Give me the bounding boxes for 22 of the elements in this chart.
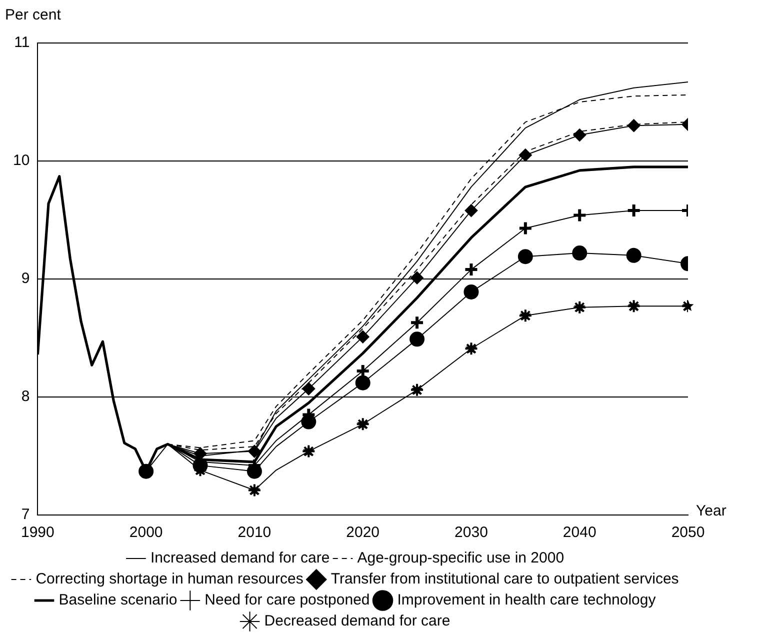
y-axis-title: Per cent — [5, 6, 62, 24]
legend-label: Improvement in health care technology — [397, 592, 656, 609]
x-tick-label: 2010 — [238, 524, 272, 542]
x-tick-label: 2020 — [346, 524, 380, 542]
legend-label: Correcting shortage in human resources — [36, 570, 304, 588]
legend-label: Age-group-specific use in 2000 — [357, 550, 564, 567]
legend-label: Transfer from institutional care to outpatient services — [330, 570, 679, 588]
y-tick-label: 11 — [14, 34, 30, 52]
x-axis-title: Year — [696, 502, 726, 520]
x-tick-label: 1990 — [20, 524, 54, 542]
y-tick-label: 9 — [21, 270, 30, 288]
legend-label: Need for care postponed — [204, 592, 370, 609]
legend-label: Increased demand for care — [150, 550, 330, 567]
x-tick-label: 2000 — [129, 524, 163, 542]
y-tick-label: 7 — [21, 506, 30, 524]
x-tick-label: 2040 — [562, 524, 596, 542]
legend-label: Baseline scenario — [58, 592, 178, 609]
y-tick-label: 10 — [12, 152, 30, 170]
x-tick-label: 2050 — [671, 524, 705, 542]
y-tick-label: 8 — [21, 388, 30, 406]
x-tick-label: 2030 — [454, 524, 488, 542]
legend-label: Decreased demand for care — [264, 612, 450, 630]
